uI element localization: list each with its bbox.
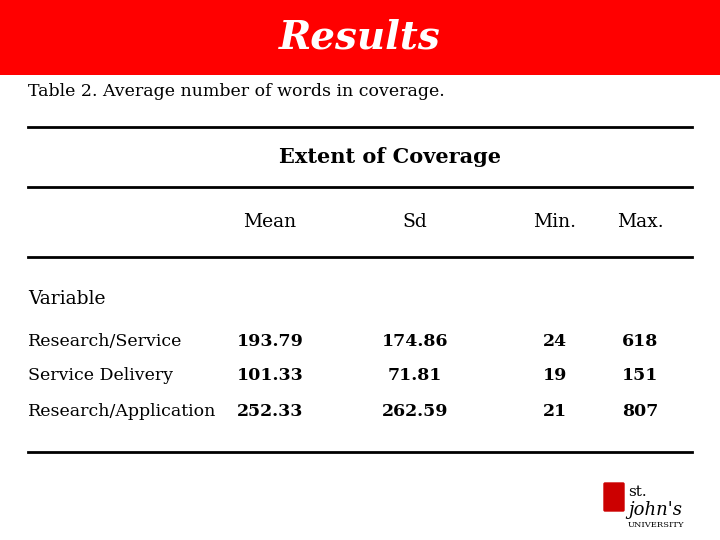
Text: Variable: Variable [28,290,106,308]
Text: 21: 21 [543,402,567,420]
Text: 618: 618 [622,333,658,349]
Text: Table 2. Average number of words in coverage.: Table 2. Average number of words in cove… [28,84,445,100]
Text: Service Delivery: Service Delivery [28,368,173,384]
Text: 151: 151 [622,368,658,384]
Text: 193.79: 193.79 [237,333,303,349]
Text: john's: john's [628,501,682,519]
Text: 252.33: 252.33 [237,402,303,420]
Text: 174.86: 174.86 [382,333,449,349]
Text: UNIVERSITY: UNIVERSITY [628,521,685,529]
Text: st.: st. [628,485,647,499]
Bar [0,0,720,75]
FancyBboxPatch shape [604,483,624,511]
Text: Results: Results [279,18,441,57]
Text: Max.: Max. [617,213,663,231]
Text: 24: 24 [543,333,567,349]
Text: Extent of Coverage: Extent of Coverage [279,147,501,167]
Text: Sd: Sd [402,213,428,231]
Text: 101.33: 101.33 [237,368,303,384]
Text: Research/Service: Research/Service [28,333,182,349]
Text: Min.: Min. [534,213,577,231]
Text: Research/Application: Research/Application [28,402,217,420]
Text: 19: 19 [543,368,567,384]
Text: Mean: Mean [243,213,297,231]
Text: 71.81: 71.81 [388,368,442,384]
Text: 262.59: 262.59 [382,402,449,420]
Text: 807: 807 [622,402,658,420]
